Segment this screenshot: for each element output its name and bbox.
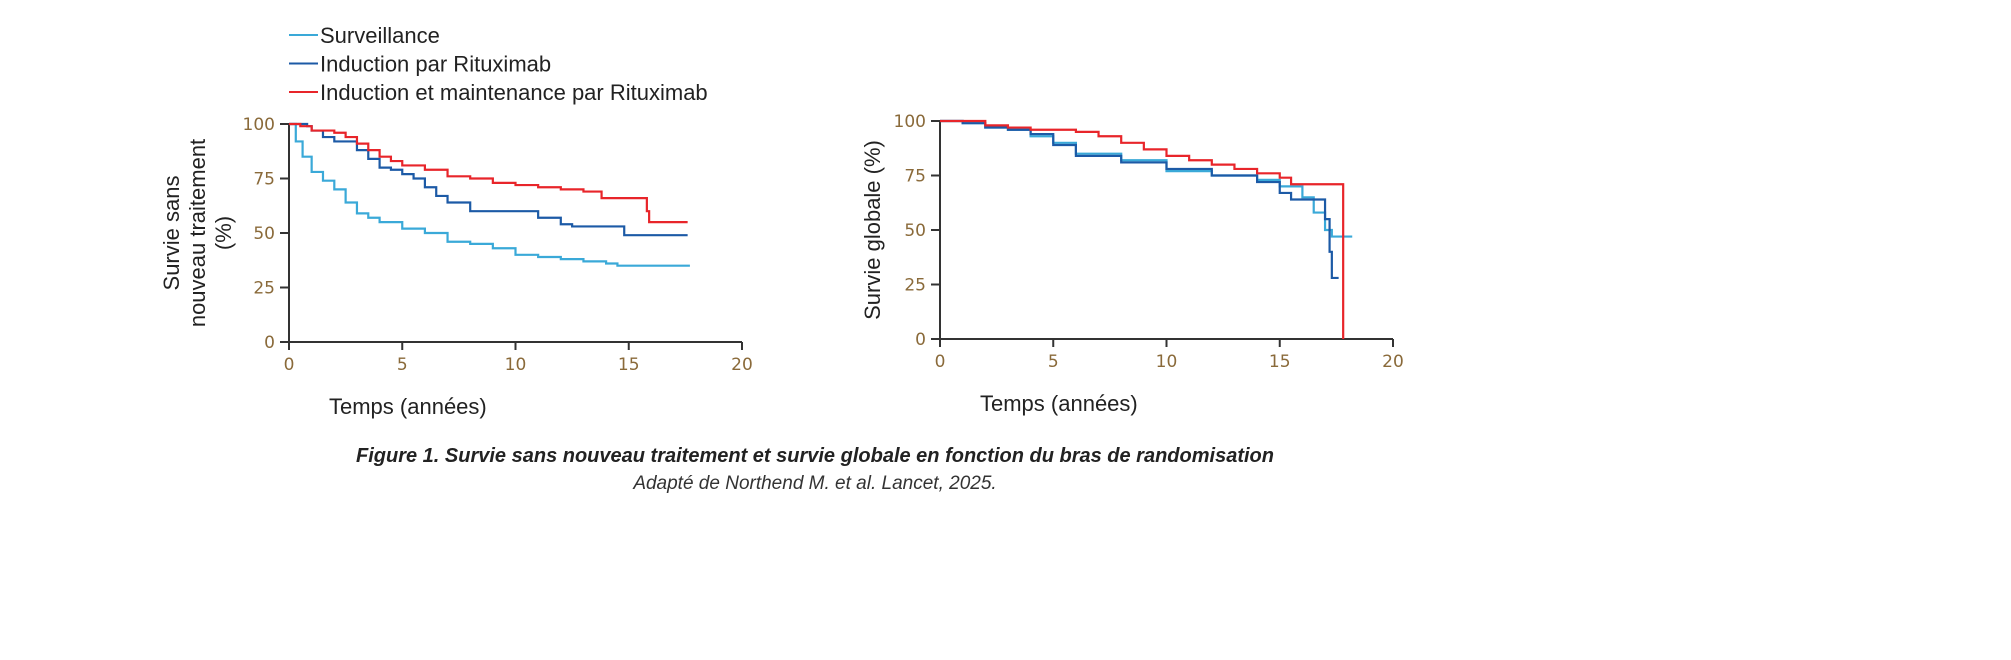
- legend-label: Induction et maintenance par Rituximab: [320, 80, 708, 105]
- chart-survie-globale: 0 25 50 75 100 0 5 10 15 20 Temps (années) Survie g…: [860, 112, 1404, 416]
- x-tick-label: 0: [284, 355, 295, 375]
- x-tick-label: 10: [505, 355, 527, 375]
- x-axis-label: Temps (années): [329, 394, 487, 419]
- y-axis-label: Survie sans: [159, 176, 184, 291]
- x-tick-label: 5: [397, 355, 408, 375]
- y-tick-label: 0: [915, 330, 926, 350]
- y-tick-label: 100: [894, 112, 926, 132]
- x-tick-label: 5: [1048, 352, 1059, 372]
- series-line-induction-par-rituximab: [289, 122, 688, 237]
- legend: Surveillance Induction par Rituximab Induc…: [289, 23, 708, 105]
- figure-caption-source: Adapté de Northend M. et al. Lancet, 202…: [633, 473, 997, 494]
- y-tick-label: 25: [253, 279, 275, 299]
- figure-caption-title: Figure 1. Survie sans nouveau traitement…: [356, 445, 1274, 467]
- y-tick-label: 100: [243, 115, 275, 135]
- series-line-induction-et-maintenance-par-rituximab: [289, 122, 688, 224]
- y-tick-label: 25: [904, 276, 926, 296]
- chart-survie-sans-nouveau-traitement: 0 25 50 75 100 0 5 10 15 20 Temps (années) Survie s…: [159, 115, 753, 419]
- y-tick-label: 50: [904, 221, 926, 241]
- legend-label: Induction par Rituximab: [320, 52, 551, 77]
- series-line-induction-par-rituximab: [940, 119, 1339, 280]
- y-axis-label: Survie globale (%): [860, 140, 885, 320]
- x-tick-label: 15: [618, 355, 640, 375]
- x-tick-label: 20: [1382, 352, 1404, 372]
- x-tick-label: 0: [935, 352, 946, 372]
- y-tick-label: 75: [904, 167, 926, 187]
- series-line-surveillance: [289, 122, 690, 267]
- y-axis-label: nouveau traitement: [185, 139, 210, 327]
- x-tick-label: 10: [1156, 352, 1178, 372]
- x-tick-label: 20: [731, 355, 753, 375]
- legend-label: Surveillance: [320, 23, 440, 48]
- y-tick-label: 50: [253, 224, 275, 244]
- y-axis-label: (%): [211, 216, 236, 250]
- x-axis-label: Temps (années): [980, 391, 1138, 416]
- x-tick-label: 15: [1269, 352, 1291, 372]
- series-line-induction-et-maintenance-par-rituximab: [940, 119, 1345, 339]
- y-tick-label: 0: [264, 333, 275, 353]
- y-tick-label: 75: [253, 170, 275, 190]
